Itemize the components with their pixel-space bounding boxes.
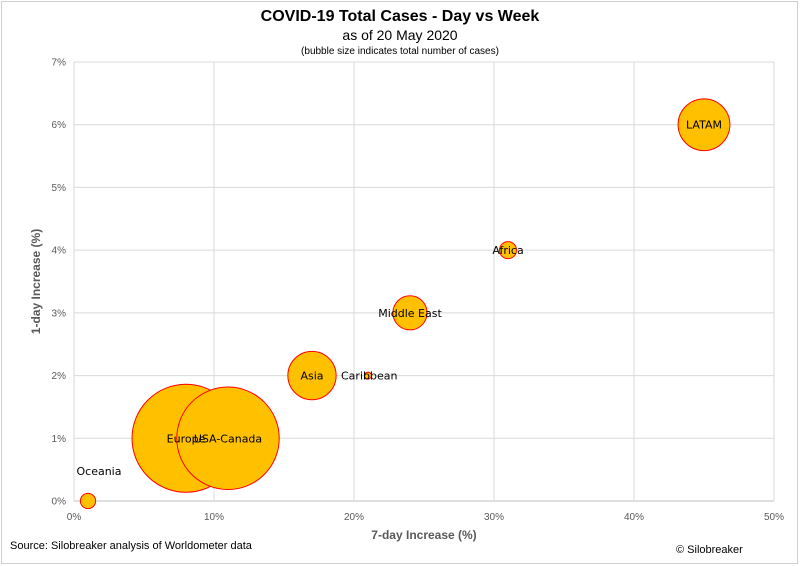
bubble-caribbean — [364, 371, 372, 380]
bubble-label: LATAM — [686, 119, 722, 132]
bubble-usa-canada — [176, 386, 280, 491]
bubbles — [79, 98, 731, 510]
credit-note: © Silobreaker — [676, 544, 743, 556]
bubble-label: Africa — [492, 244, 523, 257]
chart-title: COVID-19 Total Cases - Day vs Week — [260, 8, 540, 25]
x-tick-label: 30% — [484, 512, 504, 523]
y-tick-label: 2% — [52, 371, 67, 382]
chart-subtitle: as of 20 May 2020 — [342, 27, 458, 43]
x-tick-label: 50% — [764, 512, 784, 523]
y-tick-label: 6% — [52, 120, 67, 131]
x-tick-label: 0% — [67, 512, 82, 523]
x-tick-labels: 0% 10% 20% 30% 40% 50% — [67, 512, 784, 523]
bubble-label: Asia — [300, 370, 323, 383]
bubble-middle-east — [392, 295, 428, 331]
bubble-label: Middle East — [378, 307, 442, 320]
x-axis-title: 7-day Increase (%) — [371, 528, 476, 542]
x-tick-label: 10% — [204, 512, 224, 523]
bubble-label: USA-Canada — [194, 432, 262, 445]
y-axis-title: 1-day Increase (%) — [29, 229, 43, 334]
bubble-label: Europe — [167, 432, 206, 445]
bubble-label: Oceania — [77, 465, 122, 478]
y-tick-label: 1% — [52, 434, 67, 445]
bubble-asia — [287, 350, 337, 401]
y-tick-label: 5% — [52, 183, 67, 194]
bubble-label: Caribbean — [341, 370, 397, 383]
grid-lines — [73, 61, 775, 502]
bubble-latam — [677, 98, 731, 152]
x-tick-label: 40% — [624, 512, 644, 523]
chart-note: (bubble size indicates total number of c… — [301, 46, 499, 57]
y-tick-label: 7% — [52, 58, 67, 69]
y-tick-label: 3% — [52, 308, 67, 319]
bubble-oceania — [79, 492, 97, 510]
x-tick-label: 20% — [344, 512, 364, 523]
y-tick-label: 0% — [52, 497, 67, 508]
source-note: Source: Silobreaker analysis of Worldome… — [10, 540, 252, 552]
bubble-africa — [498, 241, 518, 260]
y-tick-label: 4% — [52, 246, 67, 257]
y-tick-labels: 0% 1% 2% 3% 4% 5% 6% 7% — [52, 58, 67, 508]
